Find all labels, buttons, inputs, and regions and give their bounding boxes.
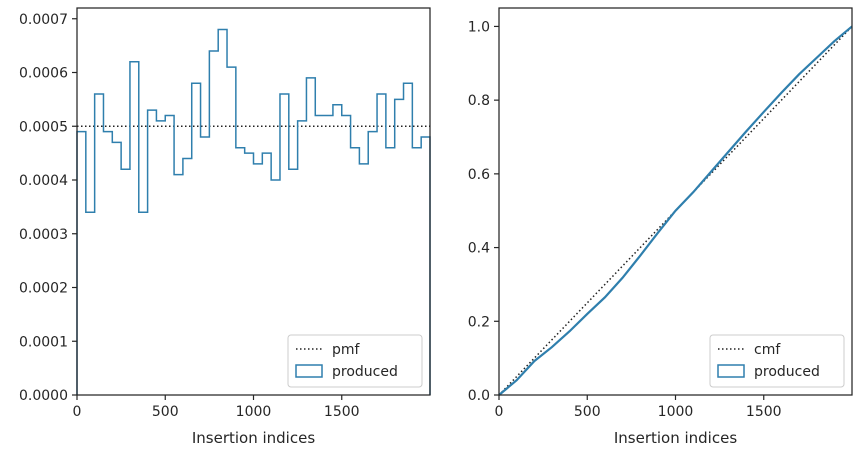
legend-swatch-produced (717, 364, 745, 378)
series-produced-step (76, 28, 431, 395)
y-tick-label: 0.0003 (19, 227, 68, 243)
x-tick-label: 1500 (746, 404, 782, 420)
x-axis-label: Insertion indices (614, 429, 737, 447)
legend: pmf produced (287, 334, 423, 388)
y-tick-label: 0.0004 (19, 173, 68, 189)
x-tick-label: 1000 (658, 404, 694, 420)
series-produced-line (498, 25, 853, 396)
x-tick-label: 500 (152, 404, 179, 420)
y-tick-label: 0.6 (468, 167, 490, 183)
y-tick-label: 0.4 (468, 241, 490, 257)
legend-label-produced: produced (332, 364, 398, 380)
legend-label-cmf: cmf (754, 342, 781, 358)
x-tick-label: 0 (495, 404, 504, 420)
legend-swatch-produced (295, 364, 323, 378)
legend: cmf produced (709, 334, 845, 388)
y-tick-label: 0.2 (468, 314, 490, 330)
series-cmf-line (498, 25, 853, 396)
pmf-histogram-panel: 0 500 1000 1500 0.0000 0.0001 0.0002 0.0003 0.00… (19, 7, 431, 447)
y-tick-label: 0.8 (468, 93, 490, 109)
x-tick-label: 500 (574, 404, 601, 420)
y-tick-label: 0.0006 (19, 66, 68, 82)
legend-label-produced: produced (754, 364, 820, 380)
x-tick-label: 1500 (324, 404, 360, 420)
y-tick-label: 0.0005 (19, 119, 68, 135)
y-tick-label: 1.0 (468, 19, 490, 35)
legend-label-pmf: pmf (332, 342, 361, 358)
cmf-panel: 0 500 1000 1500 0.0 0.2 0.4 0.6 0.8 1.0 Insertion … (468, 7, 853, 447)
y-tick-label: 0.0000 (19, 388, 68, 404)
y-tick-label: 0.0007 (19, 12, 68, 28)
y-tick-label: 0.0001 (19, 334, 68, 350)
x-tick-label: 1000 (236, 404, 272, 420)
y-tick-label: 0.0002 (19, 281, 68, 297)
x-tick-label: 0 (73, 404, 82, 420)
x-axis-label: Insertion indices (192, 429, 315, 447)
y-tick-label: 0.0 (468, 388, 490, 404)
